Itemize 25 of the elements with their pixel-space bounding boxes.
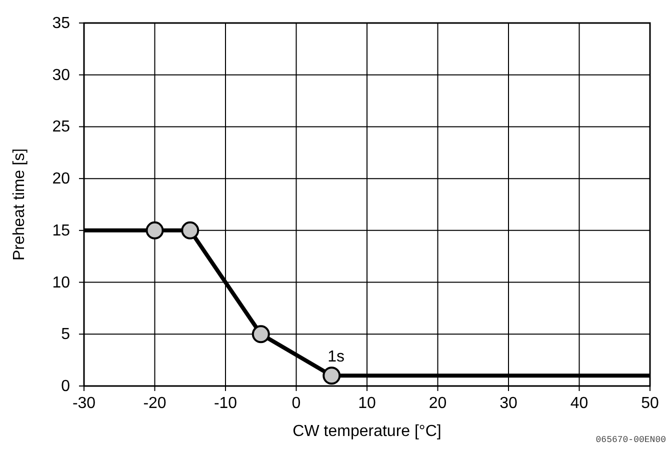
x-tick-label: 30 <box>500 395 518 412</box>
y-tick-label: 0 <box>61 378 70 395</box>
y-tick-label: 20 <box>52 170 70 188</box>
point <box>181 221 200 240</box>
x-tick-label: 10 <box>358 395 376 412</box>
point <box>252 325 270 344</box>
x-tick-label: -30 <box>72 395 96 412</box>
x-axis-title: CW temperature [°C] <box>292 423 442 440</box>
y-tick-label: 10 <box>52 274 70 292</box>
x-tick-label: 20 <box>428 395 447 412</box>
x-tick-label: 0 <box>292 395 301 412</box>
text: 065670-00EN00 <box>596 435 666 445</box>
x-tick-label: -20 <box>143 395 166 412</box>
x-tick-label: 40 <box>570 395 588 412</box>
y-axis-title: Preheat time [s] <box>11 148 28 261</box>
y-tick-label: 25 <box>52 118 70 136</box>
x-tick-label: -10 <box>214 395 238 412</box>
y-tick-label: 35 <box>52 15 70 32</box>
point <box>322 366 341 385</box>
x-tick-label: 50 <box>641 395 659 412</box>
y-tick-label: 15 <box>52 222 70 240</box>
annotation: 1s <box>328 348 345 366</box>
y-tick-label: 5 <box>61 326 70 344</box>
point <box>146 221 164 240</box>
y-tick-label: 30 <box>52 66 70 84</box>
